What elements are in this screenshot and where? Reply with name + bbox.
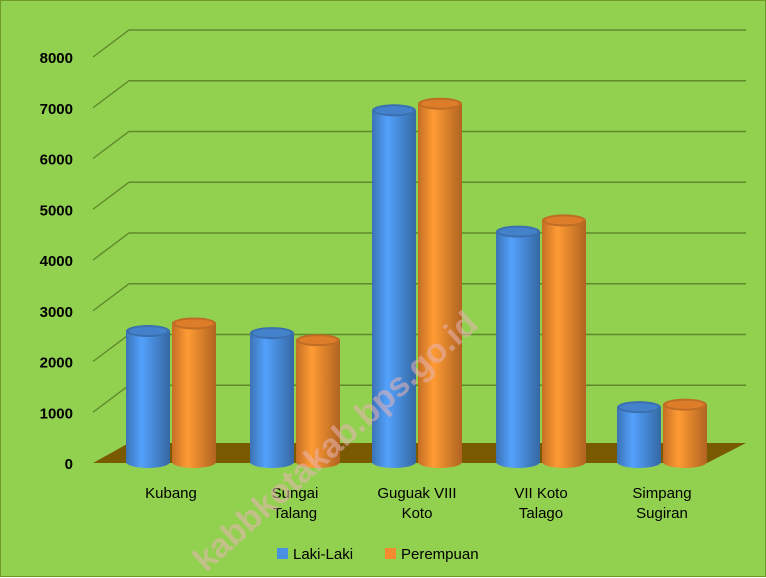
gridlines <box>92 29 746 413</box>
x-category-label: Sungai Talang <box>272 485 319 522</box>
bar-laki-laki <box>617 401 661 468</box>
bar-perempuan <box>172 317 216 468</box>
x-category-label: VII Koto Talago <box>514 485 567 522</box>
gridline <box>92 130 746 160</box>
y-tick-label: 6000 <box>40 152 73 169</box>
y-tick-label: 5000 <box>40 202 73 219</box>
y-tick-label: 7000 <box>40 101 73 118</box>
legend-swatch <box>277 548 288 559</box>
bar-perempuan <box>663 398 707 468</box>
y-tick-label: 2000 <box>40 355 73 372</box>
gridline <box>92 80 746 109</box>
y-axis-ticks: 0 1000 2000 3000 4000 5000 6000 7000 8000 <box>40 50 73 473</box>
x-axis-labels: Kubang Sungai Talang Guguak VIII Koto VII Kot… <box>145 485 691 522</box>
bar-perempuan <box>296 334 340 468</box>
y-tick-label: 4000 <box>40 253 73 270</box>
legend-label: Laki-Laki <box>293 546 353 563</box>
gridline <box>92 283 746 312</box>
legend-swatch <box>385 548 396 559</box>
bar-laki-laki <box>126 325 170 468</box>
bars <box>126 97 707 468</box>
gridline <box>92 232 746 261</box>
x-category-label: Kubang <box>145 485 197 502</box>
y-tick-label: 1000 <box>40 405 73 422</box>
y-tick-label: 3000 <box>40 304 73 321</box>
y-tick-label: 8000 <box>40 50 73 67</box>
legend-label: Perempuan <box>401 546 479 563</box>
bar-perempuan <box>542 214 586 468</box>
bar-laki-laki <box>372 104 416 468</box>
x-category-label: Guguak VIII Koto <box>377 485 456 522</box>
gridline <box>92 29 746 58</box>
x-category-label: Simpang Sugiran <box>632 485 691 522</box>
bar-laki-laki <box>496 225 540 468</box>
bar-laki-laki <box>250 327 294 468</box>
legend: Laki-Laki Perempuan <box>277 546 479 563</box>
y-tick-label: 0 <box>65 456 73 473</box>
gridline <box>92 181 746 210</box>
bar-perempuan <box>418 97 462 468</box>
